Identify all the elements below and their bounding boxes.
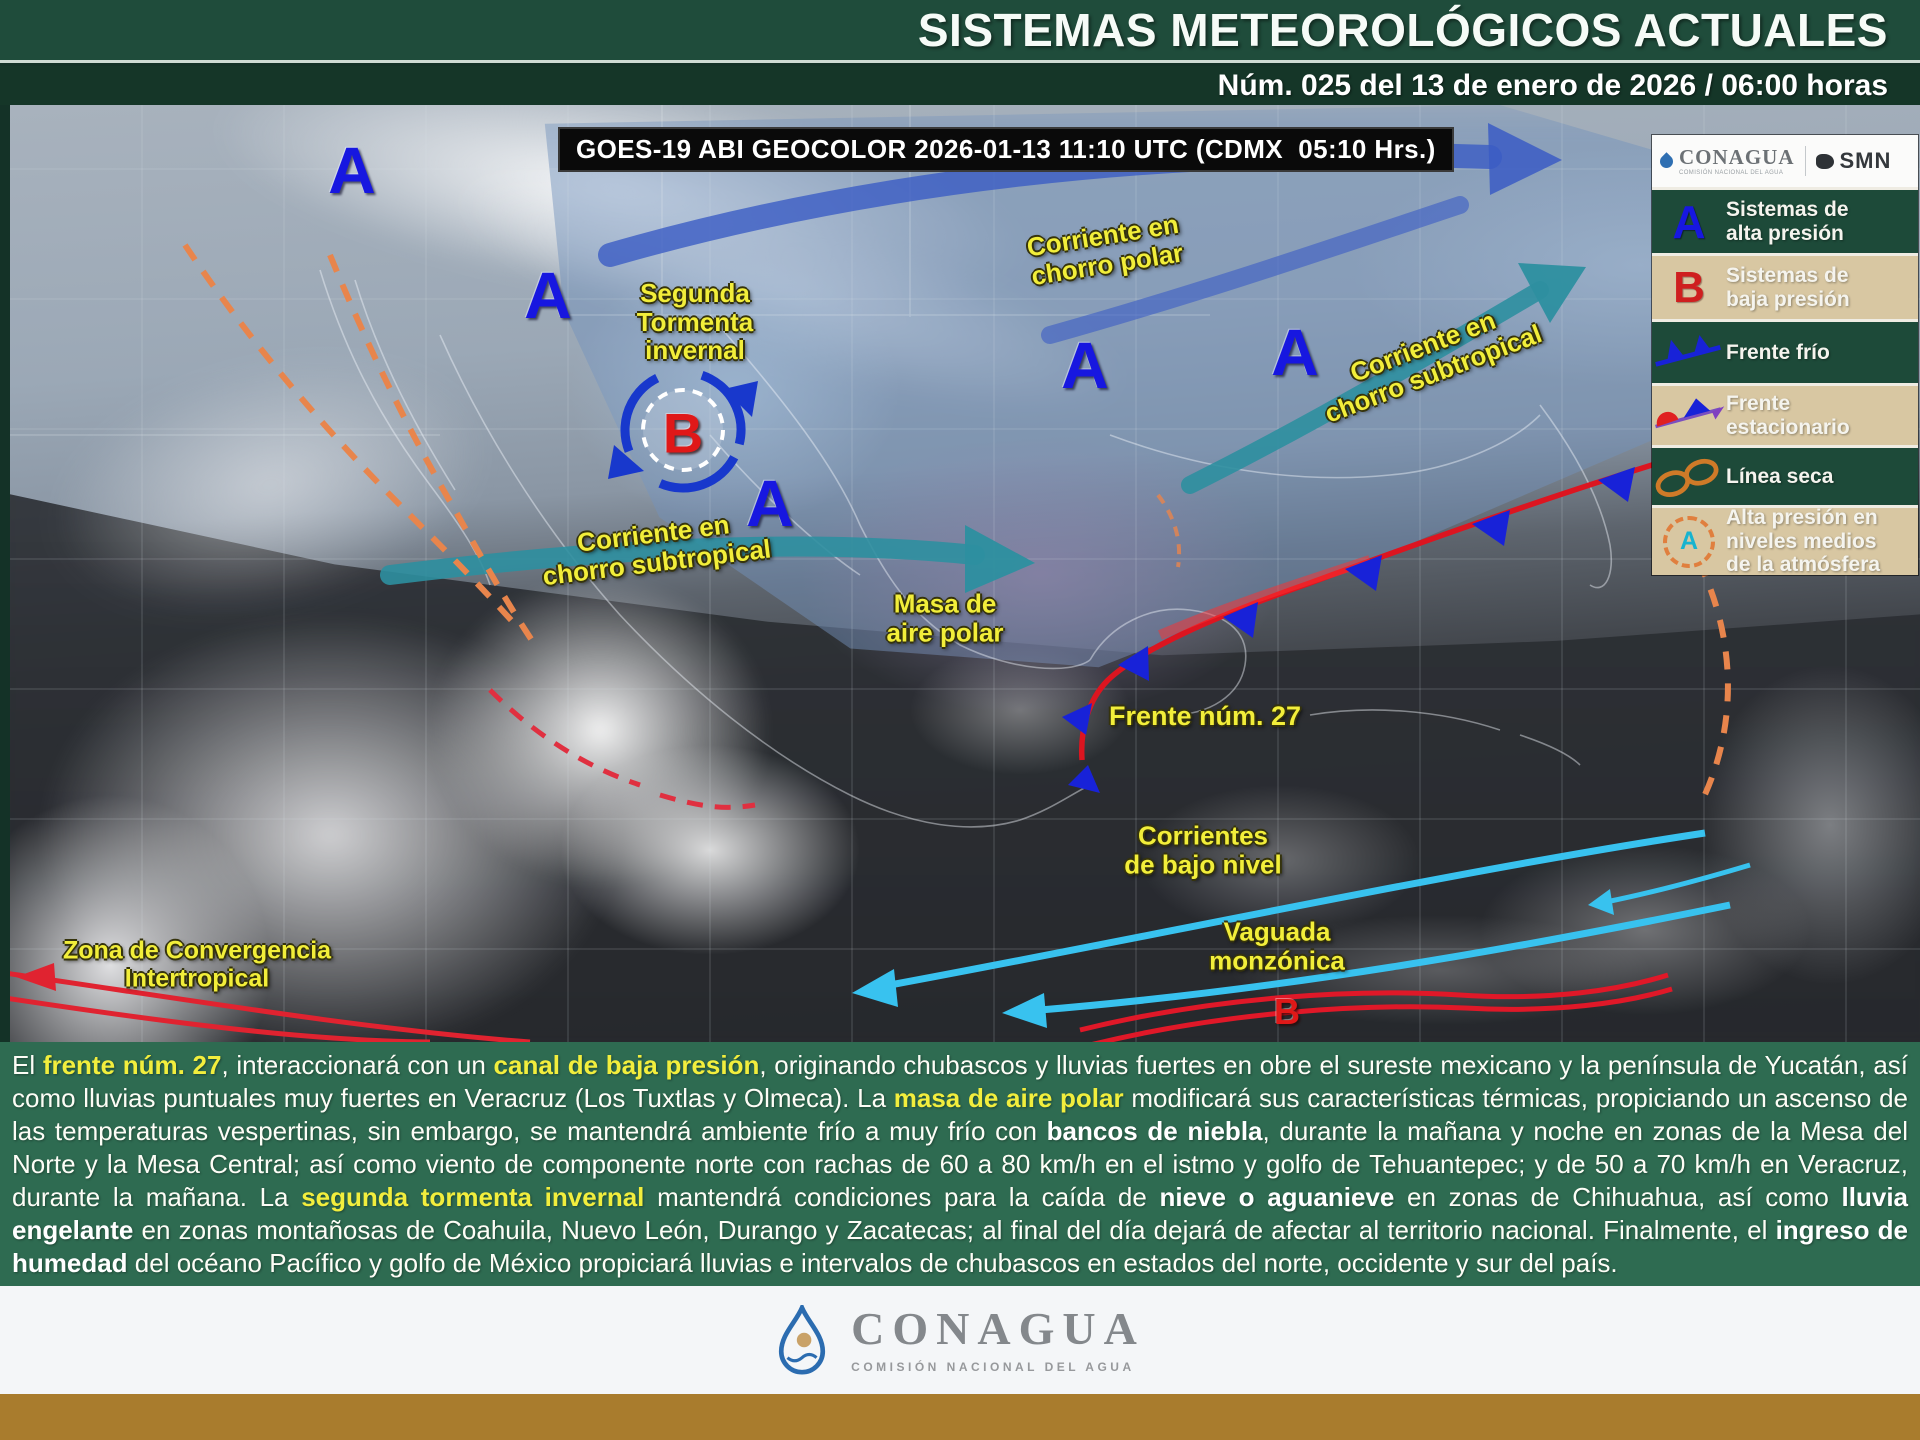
high-pressure-symbol: A <box>328 133 376 207</box>
high-pressure-symbol: A <box>1271 315 1319 389</box>
label-low-level-currents: Corrientes de bajo nivel <box>1124 820 1282 879</box>
subtropical-jet-west <box>380 525 1035 593</box>
logo-divider <box>1804 146 1806 176</box>
conagua-drop-icon <box>1657 151 1676 171</box>
stationary-front-icon <box>1652 394 1726 438</box>
itcz-lines <box>10 971 531 1042</box>
high-pressure-symbol: A <box>1061 328 1109 402</box>
legend-label: Alta presión en niveles medios de la atm… <box>1726 506 1881 577</box>
low-pressure-symbol: B <box>662 401 704 465</box>
subtropical-jet-arrowhead <box>965 525 1035 593</box>
legend-item-cold-front: Frente frío <box>1652 319 1918 383</box>
current-arrowheads <box>852 889 1614 1028</box>
legend-label: Línea seca <box>1726 464 1834 488</box>
subheader-bar: Núm. 025 del 13 de enero de 2026 / 06:00… <box>0 66 1920 105</box>
header-bar: SISTEMAS METEOROLÓGICOS ACTUALES <box>0 0 1920 63</box>
legend-label: Sistemas de baja presión <box>1726 263 1850 311</box>
smn-logo-icon <box>1815 153 1834 169</box>
map-legend: CONAGUA COMISIÓN NACIONAL DEL AGUA SMN A… <box>1652 135 1918 577</box>
label-polar-air-mass: Masa de aire polar <box>886 588 1004 647</box>
dry-lines <box>182 243 1731 807</box>
conagua-footer-drop-icon <box>779 1305 826 1375</box>
footer-brand-subtitle: COMISIÓN NACIONAL DEL AGUA <box>851 1360 1135 1374</box>
bottom-accent-bar <box>0 1394 1920 1440</box>
low-level-current-arrows <box>889 829 1751 1014</box>
low-pressure-symbol: B <box>1274 991 1300 1032</box>
monsoon-trough-lines <box>1079 972 1673 1042</box>
label-front-27: Frente núm. 27 <box>1108 701 1302 732</box>
legend-item-high-pressure: A Sistemas de alta presión <box>1652 187 1918 253</box>
label-itcz: Zona de Convergencia Intertropical <box>62 936 332 992</box>
conagua-logo-subtext: COMISIÓN NACIONAL DEL AGUA <box>1679 169 1784 176</box>
low-pressure-icon: B <box>1673 262 1705 312</box>
footer-brand: CONAGUA <box>851 1303 1145 1354</box>
satellite-map: GOES-19 ABI GEOCOLOR 2026-01-13 11:10 UT… <box>10 105 1920 1042</box>
subtropical-jet-east <box>1181 263 1586 494</box>
dry-line-icon <box>1652 452 1726 502</box>
map-overlay-graphics <box>10 105 1920 1042</box>
legend-item-mid-level-high: A Alta presión en niveles medios de la a… <box>1652 505 1918 577</box>
legend-item-low-pressure: B Sistemas de baja presión <box>1652 253 1918 319</box>
polar-jet-arrowhead <box>1488 123 1562 195</box>
cold-front-icon <box>1652 331 1726 375</box>
red-dashed-segments <box>488 688 756 810</box>
bulletin-number-date: Núm. 025 del 13 de enero de 2026 / 06:00… <box>1217 68 1888 102</box>
cold-front-triangles <box>1062 467 1635 793</box>
forecast-text-panel: El frente núm. 27, interaccionará con un… <box>0 1042 1920 1286</box>
page-title: SISTEMAS METEOROLÓGICOS ACTUALES <box>917 4 1888 56</box>
cold-front-line <box>1062 454 1679 793</box>
smn-logo-text: SMN <box>1839 148 1892 173</box>
footer: CONAGUA COMISIÓN NACIONAL DEL AGUA <box>0 1286 1920 1394</box>
label-monsoon-trough: Vaguada monzónica <box>1209 916 1345 975</box>
forecast-paragraph: El frente núm. 27, interaccionará con un… <box>12 1050 1909 1278</box>
mid-level-high-icon: A <box>1652 515 1726 568</box>
legend-label: Frente estacionario <box>1726 391 1850 439</box>
state-borders <box>10 105 1210 436</box>
conagua-logo-text: CONAGUA <box>1679 144 1795 169</box>
legend-header: CONAGUA COMISIÓN NACIONAL DEL AGUA SMN <box>1652 135 1918 187</box>
satellite-caption: GOES-19 ABI GEOCOLOR 2026-01-13 11:10 UT… <box>558 127 1454 172</box>
itcz-arrowhead <box>16 963 56 991</box>
winter-storm-symbol <box>608 367 758 493</box>
legend-label: Sistemas de alta presión <box>1726 197 1849 245</box>
legend-item-stationary-front: Frente estacionario <box>1652 383 1918 445</box>
high-pressure-icon: A <box>1672 195 1706 248</box>
legend-label: Frente frío <box>1726 340 1830 364</box>
subtropical-jet-arrowhead <box>1518 263 1586 323</box>
high-pressure-symbol: A <box>524 258 572 332</box>
high-pressure-symbol: A <box>746 466 794 540</box>
legend-item-dry-line: Línea seca <box>1652 445 1918 505</box>
label-winter-storm: Segunda Tormenta invernal <box>636 278 754 366</box>
mid-level-high-letter: A <box>1679 527 1699 555</box>
